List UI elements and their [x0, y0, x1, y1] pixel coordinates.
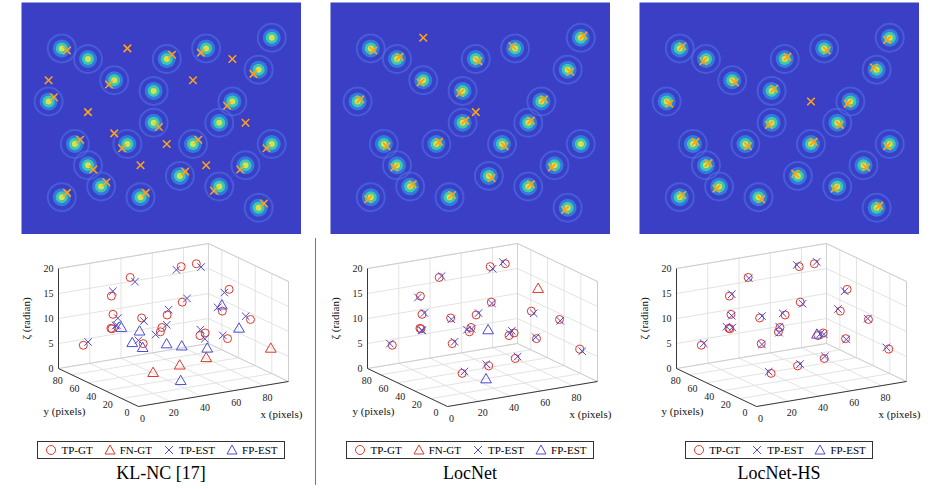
- svg-text:20: 20: [412, 399, 422, 410]
- svg-text:60: 60: [688, 383, 698, 394]
- svg-text:ζ (radian): ζ (radian): [20, 297, 33, 339]
- svg-text:10: 10: [44, 313, 54, 324]
- svg-text:20: 20: [169, 407, 179, 418]
- svg-text:60: 60: [231, 397, 241, 408]
- svg-text:0: 0: [434, 407, 439, 418]
- html-text:LocNet-HS: LocNet-HS: [737, 463, 821, 483]
- svg-text:5: 5: [667, 338, 672, 349]
- svg-text:20: 20: [44, 263, 54, 274]
- svg-text:80: 80: [881, 392, 891, 403]
- svg-text:60: 60: [540, 397, 550, 408]
- svg-text:15: 15: [662, 288, 672, 299]
- svg-text:20: 20: [478, 407, 488, 418]
- svg-text:5: 5: [358, 338, 363, 349]
- svg-text:0: 0: [140, 413, 145, 424]
- svg-text:ζ (radian): ζ (radian): [638, 297, 651, 339]
- svg-text:0: 0: [49, 363, 54, 374]
- svg-text:x (pixels): x (pixels): [879, 408, 921, 421]
- svg-text:20: 20: [787, 407, 797, 418]
- svg-text:20: 20: [721, 399, 731, 410]
- svg-text:5: 5: [49, 338, 54, 349]
- html-text:TP-EST: TP-EST: [179, 444, 216, 456]
- svg-text:60: 60: [70, 383, 80, 394]
- svg-text:y (pixels): y (pixels): [662, 405, 704, 418]
- svg-text:0: 0: [125, 407, 130, 418]
- svg-text:10: 10: [353, 313, 363, 324]
- svg-text:y (pixels): y (pixels): [44, 405, 86, 418]
- svg-text:40: 40: [704, 391, 714, 402]
- svg-text:80: 80: [53, 375, 63, 386]
- svg-text:80: 80: [671, 375, 681, 386]
- html-text:TP-GT: TP-GT: [709, 444, 741, 456]
- html-text:TP-GT: TP-GT: [370, 444, 402, 456]
- svg-text:10: 10: [662, 313, 672, 324]
- html-text:TP-EST: TP-EST: [767, 444, 804, 456]
- svg-text:15: 15: [44, 288, 54, 299]
- svg-text:40: 40: [395, 391, 405, 402]
- svg-text:80: 80: [263, 392, 273, 403]
- svg-text:0: 0: [358, 363, 363, 374]
- svg-text:80: 80: [362, 375, 372, 386]
- svg-text:20: 20: [353, 263, 363, 274]
- svg-text:80: 80: [572, 392, 582, 403]
- svg-text:60: 60: [849, 397, 859, 408]
- svg-text:x (pixels): x (pixels): [570, 408, 612, 421]
- svg-text:0: 0: [449, 413, 454, 424]
- svg-text:0: 0: [743, 407, 748, 418]
- svg-text:40: 40: [200, 402, 210, 413]
- html-text:FP-EST: FP-EST: [830, 444, 866, 456]
- html-text:FN-GT: FN-GT: [119, 444, 152, 456]
- svg-text:x (pixels): x (pixels): [261, 408, 303, 421]
- svg-text:0: 0: [667, 363, 672, 374]
- html-text:FN-GT: FN-GT: [428, 444, 461, 456]
- svg-text:40: 40: [86, 391, 96, 402]
- svg-text:60: 60: [379, 383, 389, 394]
- svg-text:ζ (radian): ζ (radian): [329, 297, 342, 339]
- svg-text:20: 20: [103, 399, 113, 410]
- html-text:TP-EST: TP-EST: [488, 444, 525, 456]
- html-text:FP-EST: FP-EST: [242, 444, 278, 456]
- html-text:FP-EST: FP-EST: [551, 444, 587, 456]
- svg-text:0: 0: [758, 413, 763, 424]
- html-text:LocNet: LocNet: [443, 463, 497, 483]
- svg-text:20: 20: [662, 263, 672, 274]
- html-text:TP-GT: TP-GT: [61, 444, 93, 456]
- svg-text:15: 15: [353, 288, 363, 299]
- html-text:KL-NC [17]: KL-NC [17]: [116, 463, 206, 483]
- svg-text:y (pixels): y (pixels): [353, 405, 395, 418]
- svg-text:40: 40: [509, 402, 519, 413]
- svg-text:40: 40: [818, 402, 828, 413]
